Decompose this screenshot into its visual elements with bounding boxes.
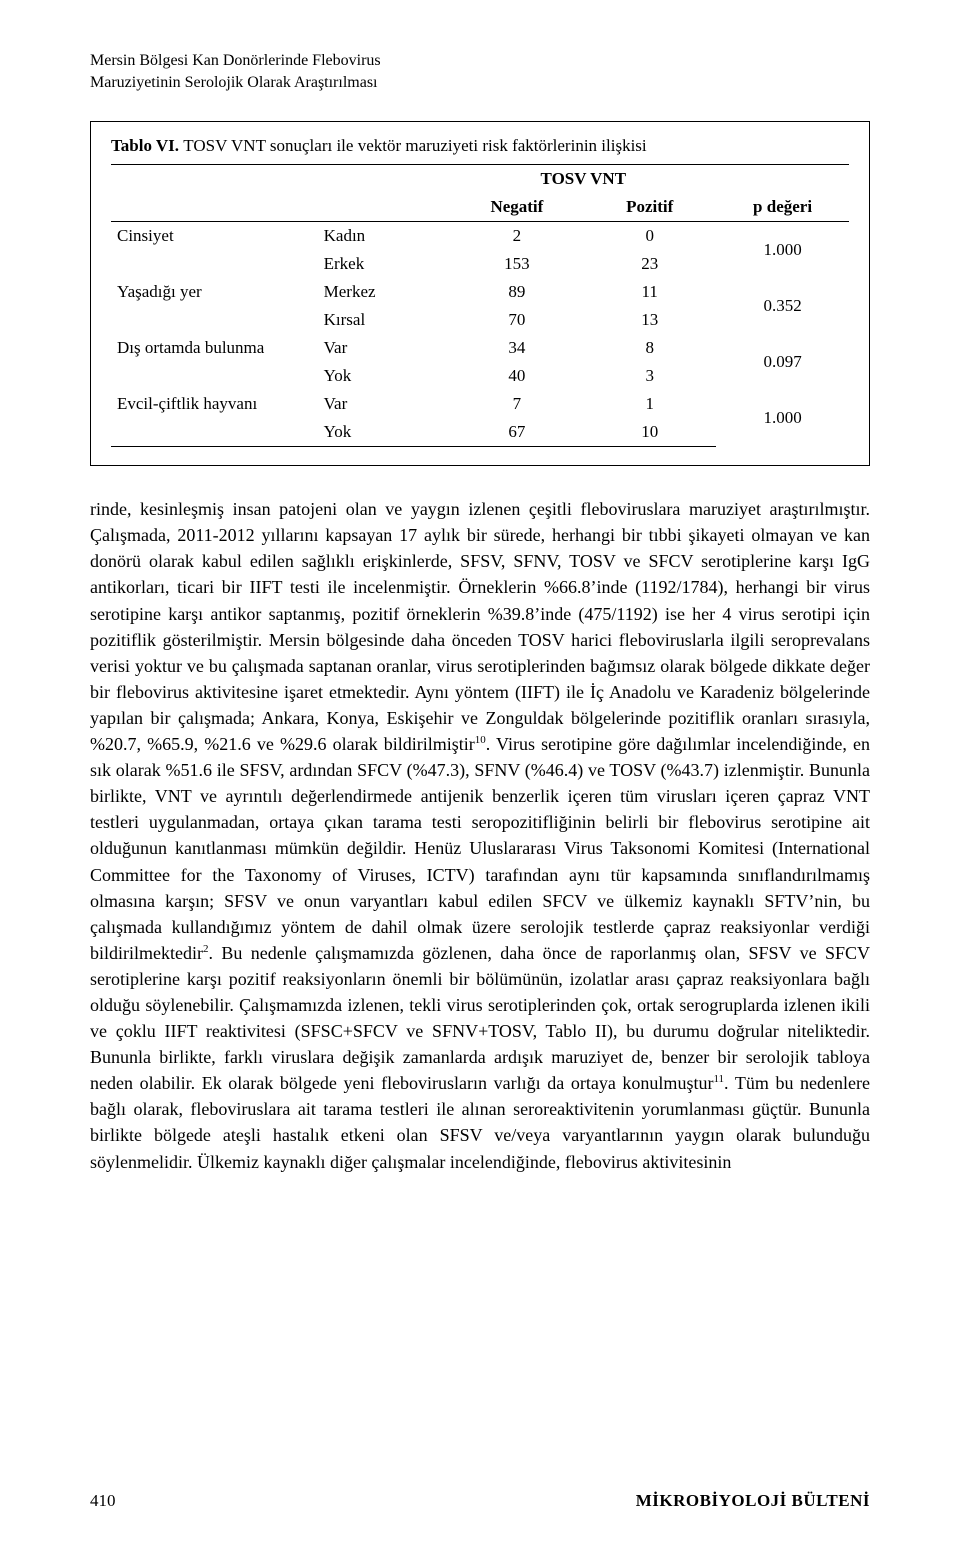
cell-poz: 3 xyxy=(583,362,716,390)
table-header-empty2 xyxy=(716,165,849,194)
cell-cat: Var xyxy=(318,334,451,362)
cell-neg: 40 xyxy=(450,362,583,390)
cell-group xyxy=(111,250,318,278)
cell-poz: 8 xyxy=(583,334,716,362)
cell-group: Yaşadığı yer xyxy=(111,278,318,306)
table-header-empty xyxy=(111,165,450,194)
col-blank1 xyxy=(111,193,318,222)
cell-group xyxy=(111,306,318,334)
col-negatif: Negatif xyxy=(450,193,583,222)
cell-neg: 89 xyxy=(450,278,583,306)
cell-cat: Yok xyxy=(318,418,451,447)
cell-cat: Var xyxy=(318,390,451,418)
cell-group xyxy=(111,418,318,447)
cell-poz: 13 xyxy=(583,306,716,334)
cell-poz: 11 xyxy=(583,278,716,306)
cell-poz: 23 xyxy=(583,250,716,278)
table-body: Cinsiyet Kadın 2 0 1.000 Erkek 153 23 Ya… xyxy=(111,222,849,447)
cell-group: Cinsiyet xyxy=(111,222,318,251)
table-caption-text: TOSV VNT sonuçları ile vektör maruziyeti… xyxy=(183,136,646,155)
cell-neg: 7 xyxy=(450,390,583,418)
cell-neg: 67 xyxy=(450,418,583,447)
cell-group: Evcil-çiftlik hayvanı xyxy=(111,390,318,418)
col-blank2 xyxy=(318,193,451,222)
running-header-line2: Maruziyetinin Serolojik Olarak Araştırıl… xyxy=(90,72,870,94)
cell-neg: 70 xyxy=(450,306,583,334)
cell-cat: Yok xyxy=(318,362,451,390)
cell-group xyxy=(111,362,318,390)
page-footer: 410 MİKROBİYOLOJİ BÜLTENİ xyxy=(90,1491,870,1511)
table-caption-label: Tablo VI. xyxy=(111,136,179,155)
body-paragraph: rinde, kesinleşmiş insan patojeni olan v… xyxy=(90,496,870,1174)
page-number: 410 xyxy=(90,1491,116,1511)
col-pozitif: Pozitif xyxy=(583,193,716,222)
table-caption: Tablo VI. TOSV VNT sonuçları ile vektör … xyxy=(111,136,849,156)
cell-poz: 0 xyxy=(583,222,716,251)
journal-name: MİKROBİYOLOJİ BÜLTENİ xyxy=(636,1491,870,1511)
table-vi-container: Tablo VI. TOSV VNT sonuçları ile vektör … xyxy=(90,121,870,466)
page: Mersin Bölgesi Kan Donörlerinde Flebovir… xyxy=(0,0,960,1547)
cell-neg: 2 xyxy=(450,222,583,251)
cell-p: 1.000 xyxy=(716,390,849,447)
cell-group: Dış ortamda bulunma xyxy=(111,334,318,362)
col-pdegeri: p değeri xyxy=(716,193,849,222)
table-superheader-tosv: TOSV VNT xyxy=(450,165,716,194)
running-header: Mersin Bölgesi Kan Donörlerinde Flebovir… xyxy=(90,50,870,93)
cell-cat: Kadın xyxy=(318,222,451,251)
cell-p: 0.097 xyxy=(716,334,849,390)
cell-cat: Kırsal xyxy=(318,306,451,334)
table-vi: TOSV VNT Negatif Pozitif p değeri Cinsiy… xyxy=(111,164,849,447)
cell-cat: Merkez xyxy=(318,278,451,306)
cell-p: 0.352 xyxy=(716,278,849,334)
cell-cat: Erkek xyxy=(318,250,451,278)
cell-neg: 34 xyxy=(450,334,583,362)
cell-neg: 153 xyxy=(450,250,583,278)
cell-p: 1.000 xyxy=(716,222,849,279)
running-header-line1: Mersin Bölgesi Kan Donörlerinde Flebovir… xyxy=(90,50,870,72)
cell-poz: 10 xyxy=(583,418,716,447)
cell-poz: 1 xyxy=(583,390,716,418)
